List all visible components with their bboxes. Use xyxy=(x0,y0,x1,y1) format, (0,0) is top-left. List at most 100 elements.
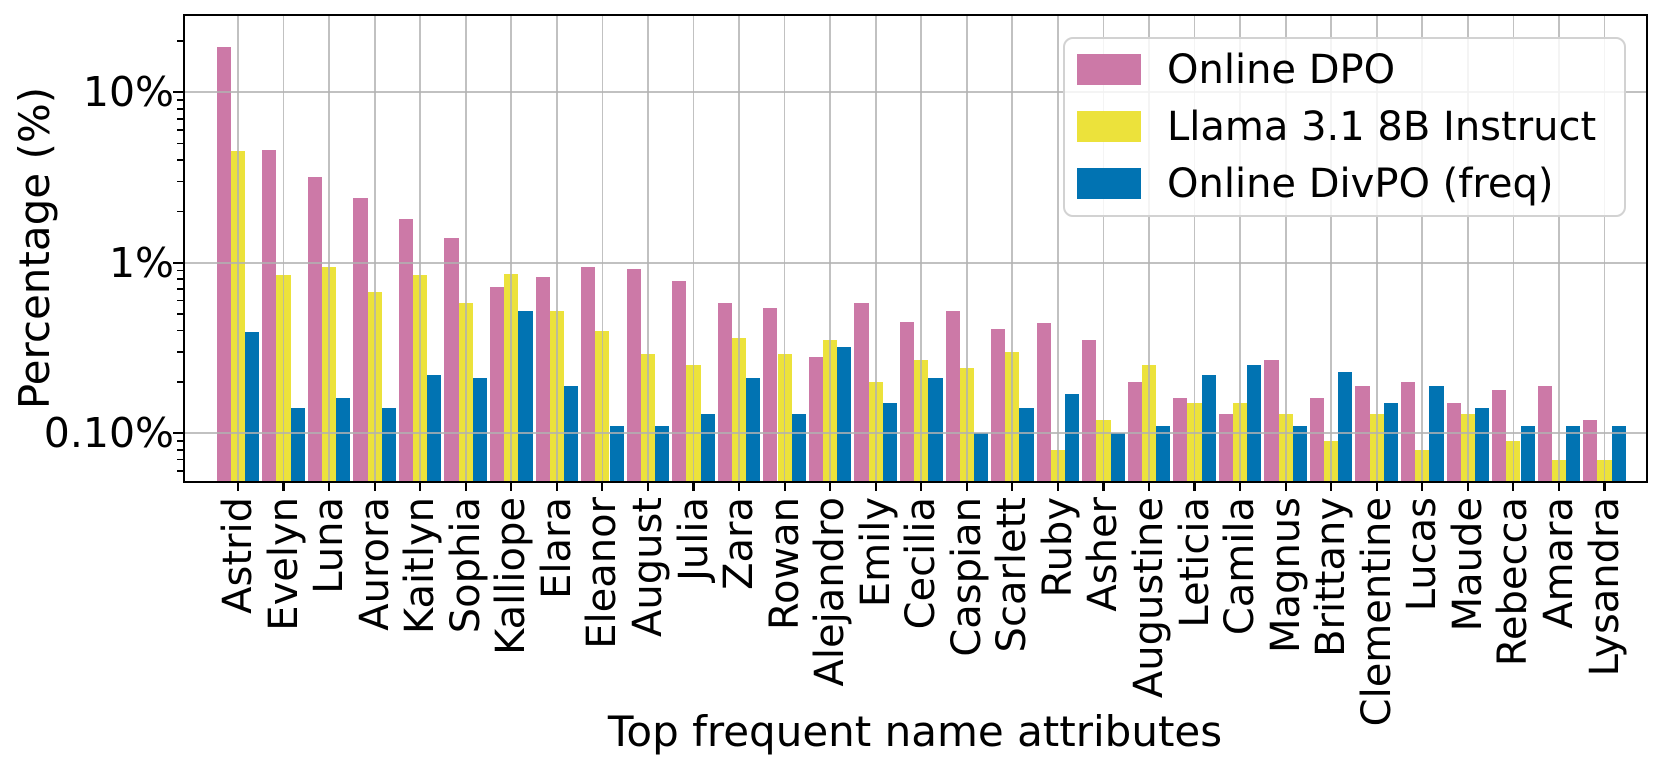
bar-online-dpo-evelyn xyxy=(262,149,277,483)
x-tick xyxy=(1011,483,1014,491)
x-tick-label: Caspian xyxy=(943,497,990,657)
x-tick xyxy=(601,483,604,491)
bar-online-dpo-rowan xyxy=(763,308,778,483)
bar-online-divpo-freq--ruby xyxy=(1065,393,1080,483)
legend-label: Online DivPO (freq) xyxy=(1167,160,1554,207)
x-tick-label: Augustine xyxy=(1126,497,1172,699)
y-major-tick xyxy=(173,91,183,94)
legend: Online DPO Llama 3.1 8B Instruct Online Di… xyxy=(1063,37,1626,217)
legend-item: Online DivPO (freq) xyxy=(1065,155,1624,212)
bar-online-dpo-rebecca xyxy=(1492,389,1507,483)
x-tick xyxy=(1512,483,1515,491)
x-gridline xyxy=(874,16,877,481)
x-tick-label: Zara xyxy=(716,497,763,590)
x-tick-label: Ruby xyxy=(1034,497,1081,598)
y-minor-tick xyxy=(176,299,183,302)
bar-online-divpo-freq--julia xyxy=(700,413,715,483)
x-gridline xyxy=(1330,16,1333,481)
x-tick-label: Kalliope xyxy=(488,497,535,655)
bar-online-divpo-freq--zara xyxy=(746,378,761,483)
legend-swatch-llama-3-1-8b-instruct xyxy=(1077,111,1141,142)
bar-online-dpo-clementine xyxy=(1355,385,1370,483)
x-tick xyxy=(1330,483,1333,491)
x-gridline xyxy=(510,16,513,481)
bar-online-divpo-freq--astrid xyxy=(245,332,260,483)
bar-online-dpo-sophia xyxy=(444,237,459,483)
bar-online-divpo-freq--cecilia xyxy=(928,378,943,483)
x-tick xyxy=(965,483,968,491)
bar-online-divpo-freq--evelyn xyxy=(290,408,305,483)
bar-online-divpo-freq--sophia xyxy=(472,378,488,483)
x-tick-label: Rebecca xyxy=(1490,497,1537,667)
x-gridline xyxy=(692,16,695,481)
bar-online-divpo-freq--camila xyxy=(1247,365,1262,483)
x-tick-label: Amara xyxy=(1535,497,1582,629)
bar-online-divpo-freq--maude xyxy=(1474,408,1490,483)
x-tick xyxy=(1421,483,1424,491)
x-tick-label: Asher xyxy=(1080,497,1127,612)
bar-online-dpo-kalliope xyxy=(490,287,505,483)
legend-item: Online DPO xyxy=(1065,41,1624,98)
bar-online-dpo-cecilia xyxy=(899,321,915,483)
bar-online-divpo-freq--scarlett xyxy=(1019,408,1034,483)
bar-online-divpo-freq--kalliope xyxy=(518,311,533,483)
bar-online-dpo-camila xyxy=(1218,413,1233,483)
y-minor-tick xyxy=(176,210,183,213)
x-tick xyxy=(1375,483,1378,491)
x-tick xyxy=(328,483,331,491)
x-tick-label: Astrid xyxy=(215,497,261,614)
x-tick xyxy=(1557,483,1561,491)
x-tick xyxy=(555,483,558,491)
x-tick-label: Lucas xyxy=(1399,497,1446,612)
x-tick-label: Rowan xyxy=(761,497,808,631)
x-tick-label: Sophia xyxy=(442,497,489,634)
bar-online-dpo-kaitlyn xyxy=(398,219,414,483)
x-tick xyxy=(1603,483,1606,491)
y-tick-label: 10% xyxy=(82,68,174,117)
x-tick xyxy=(1239,483,1242,491)
x-tick-label: Brittany xyxy=(1308,497,1355,657)
x-tick xyxy=(373,483,376,491)
x-tick xyxy=(282,483,285,491)
legend-label: Llama 3.1 8B Instruct xyxy=(1167,103,1597,150)
x-gridline xyxy=(920,16,923,481)
bar-online-dpo-magnus xyxy=(1264,359,1279,483)
y-minor-tick xyxy=(176,180,183,183)
x-tick-label: Clementine xyxy=(1353,497,1400,727)
x-gridline xyxy=(1603,16,1606,481)
bar-online-dpo-brittany xyxy=(1309,398,1325,483)
x-tick xyxy=(419,483,422,491)
x-tick xyxy=(510,483,513,491)
x-gridline xyxy=(1375,16,1378,481)
x-tick-label: Cecilia xyxy=(898,497,945,630)
x-tick-label: Eleanor xyxy=(579,497,626,649)
bar-online-dpo-scarlett xyxy=(991,328,1006,483)
x-gridline xyxy=(282,16,285,481)
bar-online-dpo-ruby xyxy=(1036,323,1051,483)
x-tick xyxy=(920,483,923,491)
y-minor-tick xyxy=(176,129,183,131)
x-gridline xyxy=(1057,16,1059,481)
x-gridline xyxy=(1558,16,1560,481)
y-tick-label: 0.10% xyxy=(43,409,174,458)
legend-swatch-online-divpo-freq- xyxy=(1077,168,1141,199)
bar-online-dpo-lysandra xyxy=(1583,419,1598,483)
bar-online-divpo-freq--magnus xyxy=(1292,426,1307,483)
x-tick xyxy=(1284,483,1287,491)
x-tick xyxy=(829,483,832,491)
x-tick-label: Leticia xyxy=(1171,497,1218,628)
bar-online-divpo-freq--leticia xyxy=(1201,374,1216,483)
x-tick xyxy=(236,483,240,491)
legend-swatch-online-dpo xyxy=(1077,54,1141,85)
x-gridline xyxy=(1102,16,1105,481)
y-minor-tick xyxy=(176,269,183,272)
x-tick-label: Camila xyxy=(1217,497,1264,636)
x-tick-label: Emily xyxy=(852,497,899,608)
bar-online-divpo-freq--august xyxy=(655,426,670,483)
x-tick-label: Scarlett xyxy=(989,497,1036,653)
x-gridline xyxy=(738,16,740,481)
y-minor-tick xyxy=(176,40,183,42)
y-minor-tick xyxy=(176,142,183,145)
y-minor-tick xyxy=(176,117,183,120)
y-gridline xyxy=(185,261,1646,264)
